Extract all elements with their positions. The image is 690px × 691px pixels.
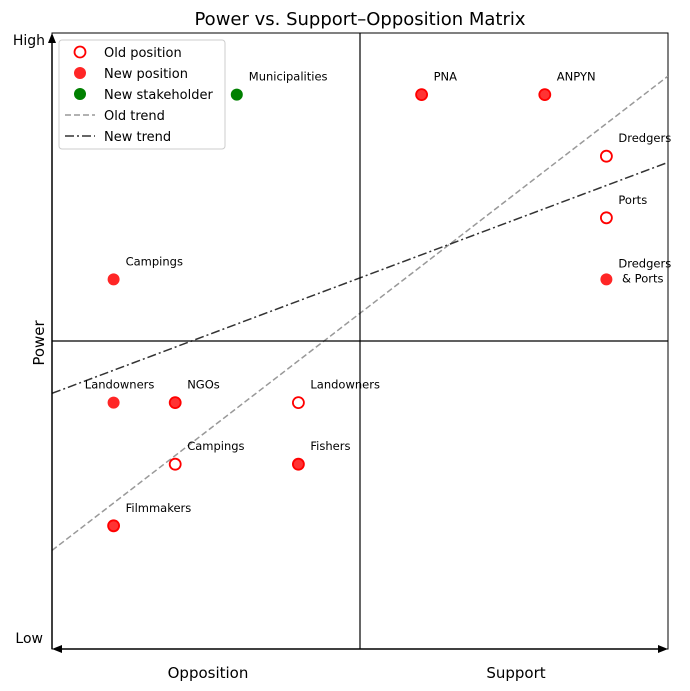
point-label-ports: Ports [618,193,647,207]
point-landowners [291,396,305,410]
y-tick-low: Low [15,631,43,647]
point-ports [600,211,613,225]
y-tick-high: High [13,33,45,49]
point-dredgers-ports [600,273,613,286]
point-label-pna: PNA [434,70,458,84]
legend: Old position New position New stakeholder O… [58,39,226,150]
legend-label-new-trend: New trend [104,130,171,145]
x-region-label-support: Support [486,664,545,682]
point-layer: Municipalities PNA ANPYN Dredgers Ports Dredg… [85,70,671,533]
y-axis-label: Power [30,319,48,365]
point-label-fishers: Fishers [310,439,350,453]
point-label-landowners: Landowners [310,378,380,392]
point-label-filmmakers: Filmmakers [126,501,192,515]
legend-box [58,39,226,150]
point-ngos [169,396,182,409]
point-label-ngos: NGOs [187,378,220,392]
point-filmmakers [107,519,120,532]
point-label-campings: Campings [187,439,244,453]
legend-marker-new-position [74,67,86,79]
y-axis-arrowhead [48,33,56,43]
point-label-dredgers-ports: Dredgers & Ports [618,256,671,285]
x-axis-left-arrowhead [52,645,62,653]
legend-label-old-position: Old position [104,46,182,61]
legend-label-new-stakeholder: New stakeholder [104,88,213,103]
point-dredgers [600,149,613,163]
legend-marker-old-position [73,45,87,59]
legend-label-new-position: New position [104,67,188,82]
point-pna [415,88,428,101]
point-campings [168,457,182,471]
point-label-dredgers: Dredgers [618,131,671,145]
x-region-label-opposition: Opposition [168,664,249,682]
point-fishers [292,458,305,471]
point-landowners [107,396,120,409]
point-campings [107,273,120,286]
point-label-municipalities: Municipalities [249,70,328,84]
point-municipalities [230,88,243,101]
legend-marker-new-stakeholder [74,88,86,100]
legend-label-old-trend: Old trend [104,109,165,124]
point-label-campings: Campings [126,254,183,268]
point-label-landowners: Landowners [85,378,155,392]
point-anpyn [538,88,551,101]
point-label-anpyn: ANPYN [557,70,596,84]
chart-title: Power vs. Support–Opposition Matrix [194,9,525,30]
x-axis-right-arrowhead [658,645,668,653]
